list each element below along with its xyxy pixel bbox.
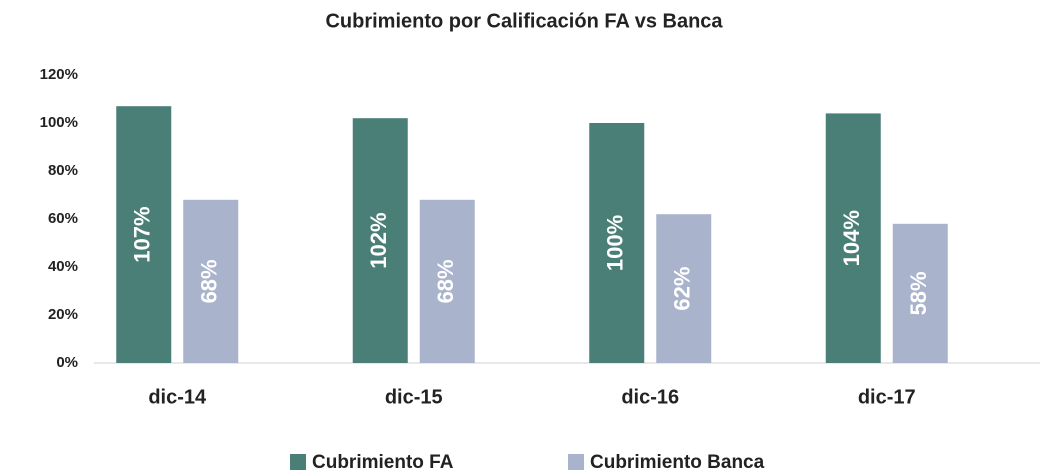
x-tick-label: dic-15 (385, 386, 443, 408)
y-tick-label: 120% (40, 66, 78, 83)
chart-title: Cubrimiento por Calificación FA vs Banca (325, 10, 723, 32)
data-label: 107% (130, 206, 155, 262)
bar (419, 199, 475, 363)
data-label: 68% (433, 259, 458, 303)
legend-swatch (568, 454, 584, 470)
bar (183, 199, 239, 363)
y-tick-label: 0% (56, 354, 78, 371)
bar (656, 214, 712, 363)
data-label: 62% (670, 267, 695, 311)
x-tick-label: dic-17 (858, 386, 916, 408)
y-tick-label: 20% (48, 306, 78, 323)
legend-label: Cubrimiento FA (312, 452, 454, 473)
data-label: 68% (197, 259, 222, 303)
legend-swatch (290, 454, 306, 470)
y-tick-label: 40% (48, 258, 78, 275)
y-tick-label: 100% (40, 114, 78, 131)
data-label: 58% (906, 271, 931, 315)
bar (892, 223, 948, 363)
bar (589, 123, 645, 363)
data-label: 104% (839, 210, 864, 266)
bar (116, 106, 172, 363)
data-label: 102% (366, 212, 391, 268)
x-tick-label: dic-14 (148, 386, 207, 408)
x-tick-label: dic-16 (621, 386, 679, 408)
y-tick-label: 80% (48, 162, 78, 179)
y-tick-label: 60% (48, 210, 78, 227)
bar (352, 118, 408, 363)
legend-label: Cubrimiento Banca (590, 452, 765, 473)
bar (825, 113, 881, 364)
data-label: 100% (603, 215, 628, 271)
